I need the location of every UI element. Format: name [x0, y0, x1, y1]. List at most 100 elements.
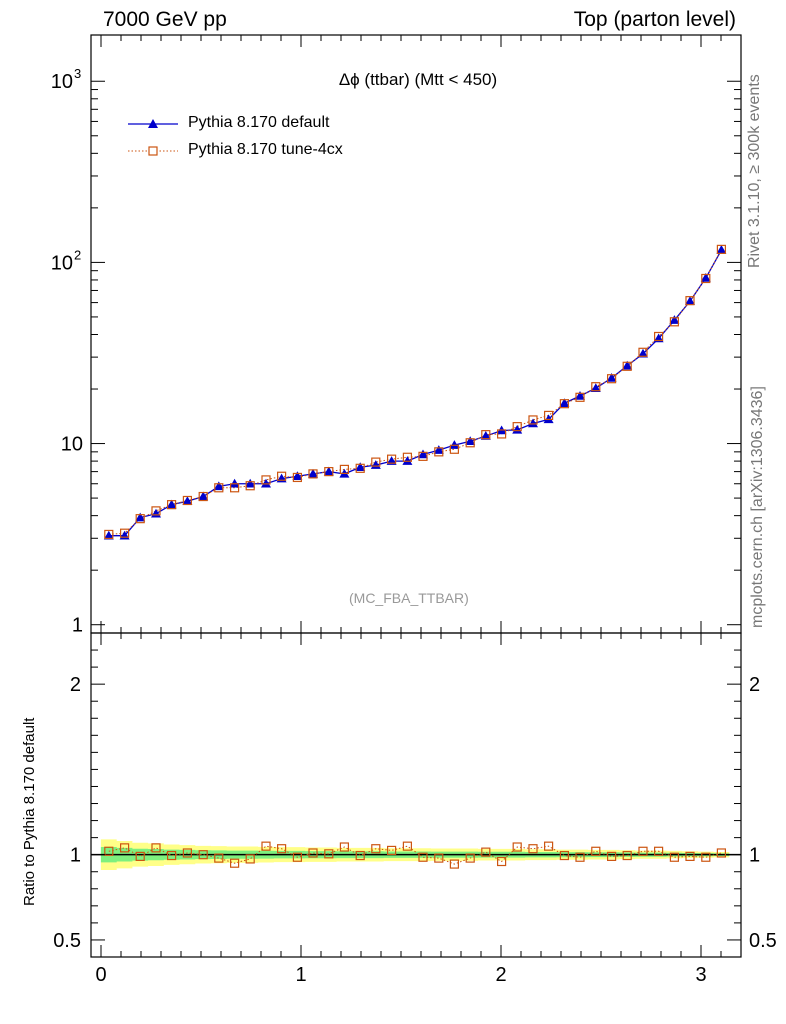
data-point-default	[559, 398, 570, 407]
ratio-y-tick-label-right: 2	[749, 674, 760, 696]
ratio-point-tune	[559, 850, 570, 861]
data-point-default	[245, 478, 256, 488]
y-tick-label: 10	[51, 252, 73, 274]
ratio-point-tune	[497, 856, 507, 867]
ratio-point-tune	[182, 848, 192, 858]
data-point-tune	[716, 244, 727, 254]
data-point-tune	[638, 347, 648, 357]
y-tick-label: 10	[51, 71, 73, 93]
rivet-label: Rivet 3.1.10, ≥ 300k events	[746, 74, 763, 268]
data-point-tune	[481, 430, 491, 440]
data-point-default	[622, 360, 633, 370]
ratio-point-tune	[669, 852, 680, 862]
data-point-default	[182, 496, 193, 506]
ratio-line-tune	[108, 845, 722, 865]
ratio-point-tune	[716, 848, 727, 858]
data-point-default	[590, 383, 601, 392]
watermark: (MC_FBA_TTBAR)	[349, 590, 469, 606]
data-point-default	[370, 460, 381, 469]
ratio-point-tune	[198, 850, 208, 860]
data-point-tune	[151, 506, 161, 516]
data-point-default	[418, 449, 428, 459]
ratio-point-tune	[418, 852, 428, 862]
header-left: 7000 GeV pp	[103, 8, 227, 31]
title-text: Δϕ (ttbar) (Mtt < 450)	[338, 70, 498, 89]
ratio-point-tune	[245, 854, 255, 864]
ratio-point-tune	[151, 843, 161, 853]
lower-frame	[90, 632, 742, 958]
y-tick-label: 1	[72, 615, 83, 637]
ratio-y-tick-label: 0.5	[53, 930, 81, 952]
data-point-tune	[355, 463, 365, 473]
data-point-tune	[182, 495, 192, 506]
ratio-point-tune	[543, 841, 554, 851]
ratio-point-tune	[371, 844, 381, 854]
data-point-tune	[198, 491, 208, 502]
data-point-tune	[497, 429, 507, 439]
data-point-default	[543, 414, 554, 424]
data-point-tune	[575, 392, 585, 402]
x-tick-label: 0	[95, 964, 106, 986]
legend-label-tune: Pythia 8.170 tune-4cx	[188, 141, 343, 158]
data-point-default	[638, 348, 648, 358]
data-point-tune	[261, 475, 271, 485]
ratio-point-tune	[214, 853, 224, 863]
x-tick-label: 2	[495, 964, 506, 986]
data-point-tune	[543, 410, 554, 421]
data-point-default	[261, 478, 271, 488]
data-point-tune	[387, 454, 397, 464]
ratio-point-tune	[308, 848, 318, 858]
legend-marker-tune	[148, 146, 158, 156]
ratio-point-tune	[261, 841, 271, 851]
ratio-point-tune	[104, 846, 114, 856]
data-point-tune	[277, 471, 287, 481]
data-point-default	[685, 296, 695, 306]
ratio-point-tune	[481, 847, 491, 857]
ratio-point-tune	[119, 843, 130, 853]
ratio-point-tune	[355, 850, 365, 861]
data-point-default	[528, 418, 538, 428]
data-point-default	[166, 499, 177, 509]
x-tick-label: 1	[295, 964, 306, 986]
data-point-tune	[135, 514, 145, 524]
data-point-tune	[528, 415, 538, 425]
data-point-tune	[245, 481, 255, 491]
ratio-point-tune	[167, 850, 177, 861]
data-point-tune	[324, 467, 334, 477]
data-point-default	[512, 424, 523, 434]
data-point-default	[355, 462, 366, 471]
ratio-point-tune	[339, 842, 349, 852]
data-point-tune	[167, 500, 177, 510]
data-point-tune	[371, 457, 381, 467]
ratio-point-tune	[606, 851, 617, 861]
ratio-point-tune	[402, 841, 412, 851]
ratio-point-tune	[685, 851, 695, 861]
ratio-point-tune	[701, 852, 711, 862]
data-point-default	[700, 273, 711, 282]
data-point-default	[229, 478, 240, 488]
data-point-tune	[465, 438, 475, 448]
ratio-y-tick-label-right: 1	[749, 845, 760, 867]
data-point-default	[433, 445, 444, 454]
data-point-default	[213, 481, 224, 491]
ratio-point-tune	[575, 852, 585, 862]
data-point-default	[449, 440, 460, 449]
data-point-tune	[402, 452, 412, 462]
data-point-default	[292, 471, 303, 480]
ratio-point-tune	[292, 852, 302, 862]
data-point-tune	[214, 483, 224, 493]
data-point-tune	[230, 483, 240, 493]
data-point-default	[198, 491, 209, 501]
data-point-default	[480, 431, 491, 440]
data-point-default	[402, 456, 413, 465]
ratio-point-tune	[638, 846, 648, 856]
x-tick-label: 3	[695, 964, 706, 986]
data-point-tune	[418, 451, 428, 461]
ratio-point-tune	[512, 842, 522, 852]
data-point-default	[103, 530, 114, 540]
data-point-tune	[622, 361, 632, 371]
ratio-point-tune	[591, 846, 601, 856]
data-point-tune	[434, 447, 444, 457]
data-point-default	[135, 512, 146, 522]
